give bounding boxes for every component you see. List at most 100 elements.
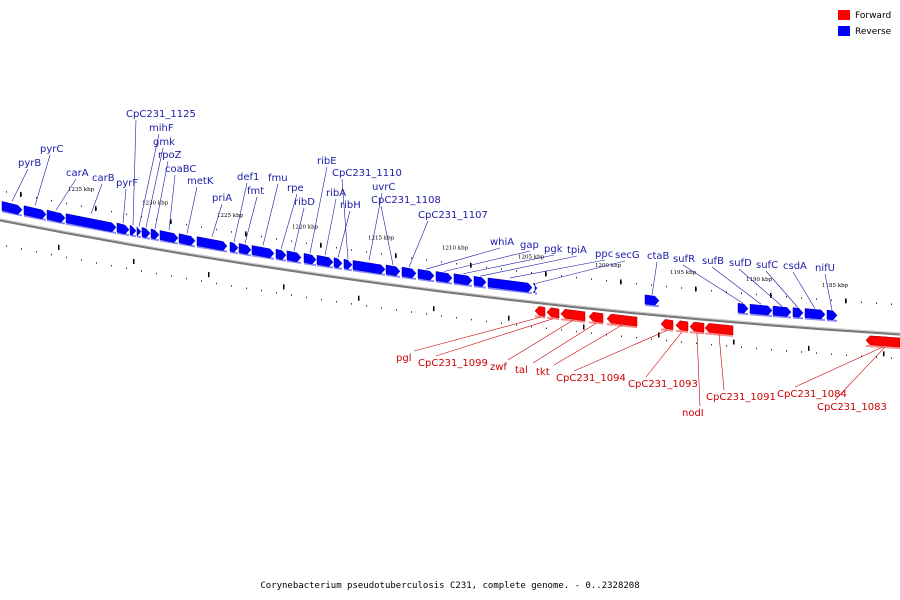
axis-layer (0, 218, 900, 336)
scale-tick-label: 1235 kbp (68, 187, 95, 193)
gene-label-leader (711, 266, 762, 305)
gene-label-leader (324, 198, 337, 256)
scale-dot (246, 287, 247, 290)
gene-arrow (560, 308, 586, 322)
forward-gene-tal (588, 311, 604, 325)
scale-dot (801, 351, 802, 353)
gene-label-pgk: pgk (544, 244, 563, 255)
scale-dot (261, 235, 262, 238)
scale-tick-label: 1215 kbp (368, 235, 395, 241)
scale-major-tick (208, 272, 210, 278)
scale-dot (801, 297, 802, 299)
reverse-gene-rpe (275, 248, 287, 262)
gene-label-leader (293, 207, 305, 251)
scale-dot (486, 320, 487, 323)
scale-dot (216, 228, 217, 231)
gene-label-leader (462, 254, 555, 275)
scale-dot (756, 347, 757, 350)
scale-major-tick (545, 271, 547, 277)
scale-dot (366, 251, 367, 253)
gene-shadow (66, 222, 116, 234)
gene-shadow (870, 345, 900, 350)
gene-label-leader (696, 333, 701, 407)
scale-dot (366, 305, 367, 307)
gene-arrow (417, 268, 435, 281)
gene-label-riba: ribA (326, 188, 346, 199)
gene-label-cara: carA (66, 168, 89, 179)
reverse-gene-rpoz (150, 228, 160, 242)
scale-dot (336, 301, 337, 303)
reverse-gene-carb (65, 213, 117, 234)
gene-label-leader (824, 273, 833, 311)
forward-gene-tkt (606, 313, 638, 329)
gene-arrow (46, 209, 66, 223)
gene-shadow (645, 303, 659, 308)
reverse-gene-pyrb (1, 201, 23, 217)
gene-label-fmu: fmu (268, 173, 288, 184)
gene-arrow (286, 250, 302, 263)
forward-gene-cpc231-1094 (660, 319, 674, 332)
scale-dot (456, 317, 457, 319)
scale-dot (156, 272, 157, 275)
scale-dot (591, 278, 592, 280)
gene-shadow (197, 245, 227, 253)
reverse-gene-ribe (303, 253, 317, 267)
scale-dot (516, 324, 517, 326)
reverse-gene-sufd (772, 305, 792, 319)
scale-dot (861, 301, 862, 303)
scale-major-tick (245, 231, 247, 237)
scale-major-tick (433, 306, 435, 312)
gene-arrow (23, 205, 47, 220)
gene-label-carb: carB (92, 173, 115, 184)
scale-dot (396, 309, 397, 311)
gene-shadow (160, 239, 178, 245)
reverse-gene-pria (196, 236, 228, 253)
reverse-gene-ctab (644, 294, 660, 308)
gene-arrow (275, 248, 287, 260)
scale-dot (51, 253, 52, 256)
gene-label-leader (718, 334, 725, 391)
reverse-gene-cpc231-1110 (343, 258, 353, 272)
legend-forward-swatch (838, 10, 850, 20)
gene-label-fmt: fmt (247, 186, 264, 197)
gene-arrow (606, 313, 638, 327)
gene-label-leader (368, 192, 383, 261)
gene-arrow (1, 201, 23, 215)
gene-label-leader (479, 255, 578, 277)
scale-dot (126, 213, 127, 216)
gene-label-leader (309, 166, 328, 254)
gene-arrow (792, 307, 804, 318)
reverse-gene-uvrc (352, 260, 386, 276)
gene-label-leader (145, 147, 164, 228)
gene-label-ribe: ribE (317, 156, 337, 167)
gene-label-pgl: pgl (396, 353, 411, 364)
scale-tick-label: 1195 kbp (670, 270, 697, 276)
scale-dot (216, 282, 217, 285)
gene-shadow (436, 280, 452, 285)
gene-arrow (532, 283, 538, 293)
reverse-gene-sufb (749, 303, 773, 318)
scale-major-tick (695, 286, 697, 292)
gene-arrow (333, 257, 343, 269)
scale-dot (786, 350, 787, 352)
reverse-gene-whia (417, 268, 435, 283)
gene-arrow (352, 260, 386, 275)
gene-label-layer: pyrB pyrC carA carB pyrF CpC231_1125 mihF gmk rp… (11, 109, 887, 419)
scale-dot (876, 302, 877, 304)
scale-dot (21, 248, 22, 250)
legend-reverse-label: Reverse (855, 27, 892, 37)
tick-layer: 1235 kbp 1230 kbp 1225 kbp 1220 kbp 1215 kbp… (6, 187, 892, 359)
gene-arrow (689, 321, 705, 333)
forward-gene-cpc231-1093 (675, 320, 689, 333)
gene-label-tkt: tkt (536, 367, 550, 378)
gene-label-secg: secG (615, 250, 640, 261)
reverse-gene-ppc (487, 277, 533, 295)
gene-arrow (588, 311, 604, 323)
gene-shadow (304, 262, 316, 267)
reverse-gene-mihf (136, 226, 142, 239)
scale-dot (66, 202, 67, 205)
scale-major-tick (95, 206, 97, 212)
gene-shadow (607, 323, 637, 329)
gene-label-cpc231-1099: CpC231_1099 (418, 358, 488, 369)
